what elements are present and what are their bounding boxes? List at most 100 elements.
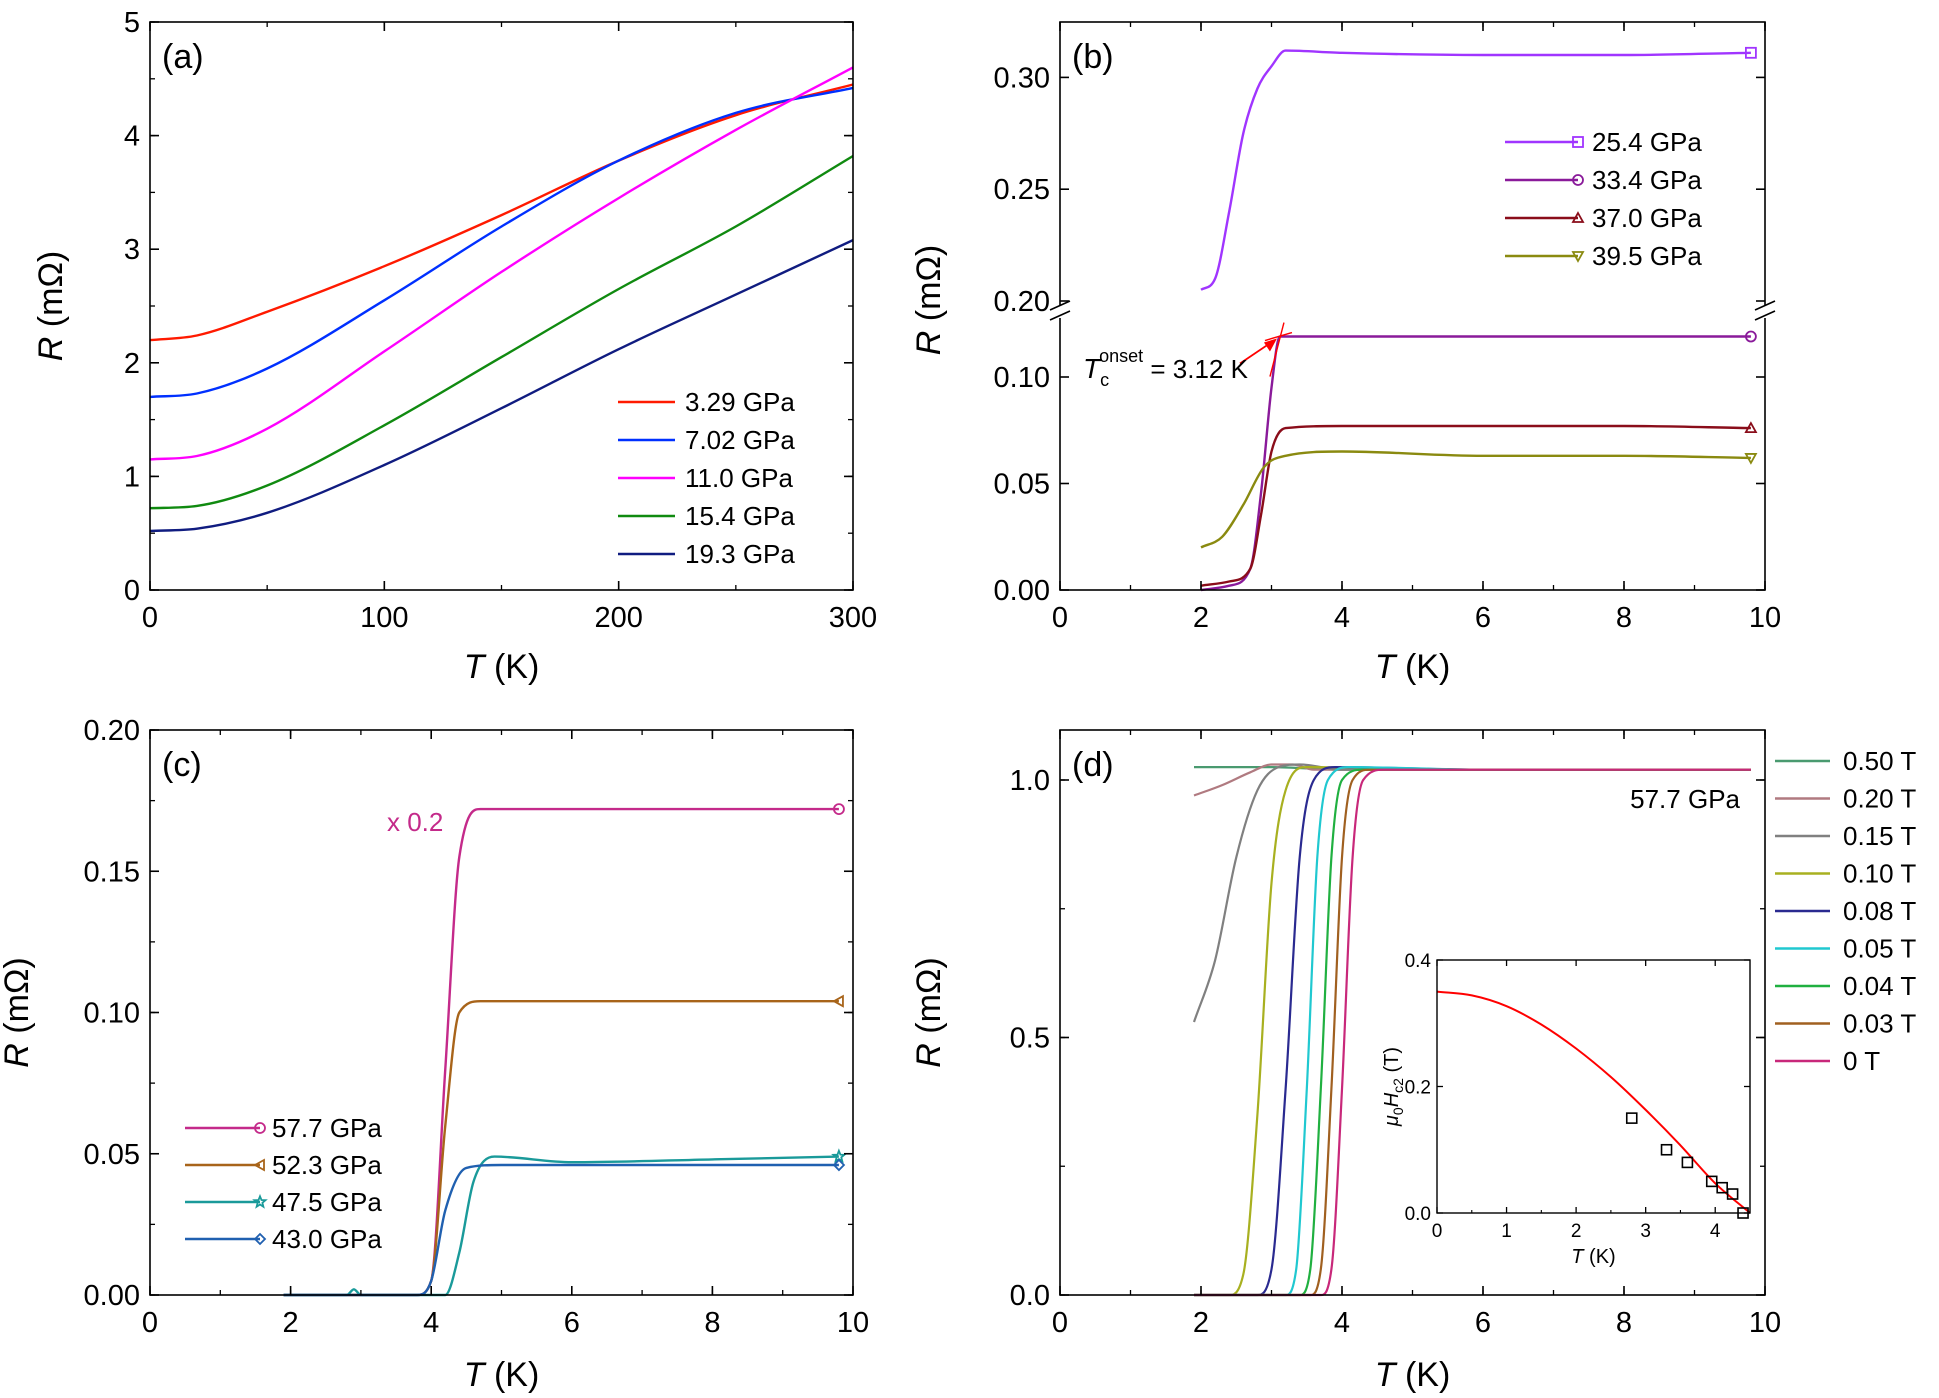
- x-tick-label: 200: [594, 602, 642, 634]
- legend-label: 7.02 GPa: [685, 425, 795, 455]
- legend-label: 0.05 T: [1843, 934, 1916, 964]
- series-end-marker: [1745, 46, 1757, 59]
- plot-frame: [149, 729, 854, 1296]
- legend-marker: [1571, 251, 1585, 263]
- y-tick-label: 0: [124, 575, 140, 607]
- x-tick-label: 2: [283, 1307, 299, 1339]
- series-line: [1200, 335, 1751, 592]
- data-point: [1716, 1181, 1728, 1194]
- legend-marker: [253, 1232, 267, 1246]
- panel-label: (a): [162, 38, 204, 76]
- legend-label: 0.10 T: [1843, 859, 1916, 889]
- series-line: [1200, 49, 1751, 291]
- x-axis-label: T (K): [1375, 1356, 1451, 1393]
- x-tick-label: 8: [704, 1307, 720, 1339]
- legend-label: 15.4 GPa: [685, 501, 795, 531]
- series-end-marker: [832, 994, 844, 1008]
- panel-label: (d): [1072, 746, 1114, 784]
- series-line: [1193, 768, 1751, 1297]
- x-tick-label: 0: [142, 602, 158, 634]
- legend-label: 0.04 T: [1843, 971, 1916, 1001]
- legend: 57.7 GPa 52.3 GPa 47.5 GPa 43.0 GPa: [185, 1113, 382, 1254]
- legend-marker: [1571, 211, 1585, 223]
- y-tick-label: 0.15: [84, 856, 140, 888]
- legend-label: 0.50 T: [1843, 746, 1916, 776]
- y-axis-label: R (mΩ): [910, 957, 948, 1067]
- axis-break-mark: [1049, 300, 1071, 311]
- y-tick-label: 1.0: [1010, 765, 1050, 797]
- inset-y-label: μ0Hc2 (T): [1381, 1047, 1406, 1127]
- x-tick-label: 4: [423, 1307, 439, 1339]
- legend-marker: [1572, 136, 1584, 148]
- legend: 0.50 T 0.20 T 0.15 T 0.10 T 0.08 T 0.05 T 0.04…: [1775, 746, 1916, 1076]
- series-end-marker: [833, 803, 845, 815]
- y-axis-label: R (mΩ): [32, 251, 70, 361]
- legend-marker: [254, 1122, 266, 1134]
- legend-label: 0.20 T: [1843, 784, 1916, 814]
- y-tick-label: 0.25: [994, 174, 1050, 206]
- inset-background: [1437, 960, 1750, 1213]
- x-tick-label: 100: [360, 602, 408, 634]
- inset-x-tick-label: 3: [1640, 1221, 1651, 1242]
- inset-x-tick-label: 2: [1571, 1221, 1582, 1242]
- inset-x-tick-label: 1: [1501, 1221, 1512, 1242]
- legend-label: 47.5 GPa: [272, 1187, 382, 1217]
- data-point: [1705, 1175, 1718, 1188]
- inset-y-tick-label: 0.4: [1405, 951, 1432, 972]
- inset-x-tick-label: 4: [1710, 1221, 1721, 1242]
- y-tick-label: 0.20: [84, 715, 140, 747]
- scale-annotation: x 0.2: [387, 807, 443, 837]
- series-end-marker: [832, 1158, 846, 1172]
- y-tick-label: 0.30: [994, 62, 1050, 94]
- axis-break-mark: [1754, 300, 1776, 311]
- panel-label: (b): [1072, 38, 1114, 76]
- fit-curve: [1436, 990, 1751, 1214]
- y-tick-label: 0.20: [994, 286, 1050, 318]
- data-point: [1681, 1156, 1694, 1169]
- panel-b: 0 2 4 6 8 10 0.00 0.05 0.10 0.20 0.25 0.30 T (K) R (m…: [910, 21, 1781, 686]
- y-tick-label: 0.05: [994, 469, 1050, 501]
- tc-annotation: Tconset = 3.12 K: [1083, 346, 1249, 390]
- x-tick-label: 8: [1616, 602, 1632, 634]
- series-line: [149, 239, 854, 533]
- y-tick-label: 0.0: [1010, 1280, 1050, 1312]
- y-tick-label: 0.05: [84, 1139, 140, 1171]
- y-tick-label: 0.00: [994, 575, 1050, 607]
- x-tick-label: 10: [1749, 1307, 1781, 1339]
- axis-break-mark: [1754, 310, 1776, 321]
- series-line: [149, 66, 854, 461]
- legend-label: 0.15 T: [1843, 821, 1916, 851]
- x-tick-label: 2: [1193, 1307, 1209, 1339]
- legend-label: 0 T: [1843, 1046, 1880, 1076]
- legend-label: 0.03 T: [1843, 1009, 1916, 1039]
- x-tick-label: 0: [142, 1307, 158, 1339]
- x-tick-label: 10: [837, 1307, 869, 1339]
- legend-marker: [252, 1193, 268, 1209]
- legend: 3.29 GPa 7.02 GPa 11.0 GPa 15.4 GPa 19.3 GPa: [618, 387, 795, 569]
- y-tick-label: 5: [124, 7, 140, 39]
- data-point: [1625, 1112, 1638, 1124]
- legend-marker: [1572, 174, 1584, 186]
- series-end-marker: [1745, 330, 1757, 343]
- series-line: [283, 807, 839, 1297]
- legend-label: 57.7 GPa: [272, 1113, 382, 1143]
- inset-x-label: T (K): [1571, 1246, 1615, 1268]
- tc-construction-line: [1269, 322, 1285, 377]
- x-axis-label: T (K): [464, 648, 540, 686]
- x-tick-label: 2: [1193, 602, 1209, 634]
- series-line: [149, 83, 854, 342]
- inset-x-tick-label: 0: [1432, 1221, 1443, 1242]
- x-tick-label: 6: [1475, 602, 1491, 634]
- plot-frame: [1059, 21, 1766, 591]
- legend-label: 37.0 GPa: [1592, 203, 1702, 233]
- legend-label: 43.0 GPa: [272, 1224, 382, 1254]
- inset: 0 1 2 3 4 0.0 0.2 0.4 T (K) μ0Hc2 (T): [1381, 951, 1751, 1268]
- y-tick-label: 3: [124, 234, 140, 266]
- y-tick-label: 0.10: [84, 998, 140, 1030]
- legend-label: 19.3 GPa: [685, 539, 795, 569]
- panel-a: 0 100 200 300 0 1 2 3 4 5 T (K) R (mΩ) (a) 3.29 GPa 7.…: [32, 7, 877, 686]
- x-tick-label: 8: [1616, 1307, 1632, 1339]
- y-axis-label: R (mΩ): [910, 245, 948, 355]
- y-tick-label: 0.10: [994, 362, 1050, 394]
- axis-break-mark: [1049, 310, 1071, 321]
